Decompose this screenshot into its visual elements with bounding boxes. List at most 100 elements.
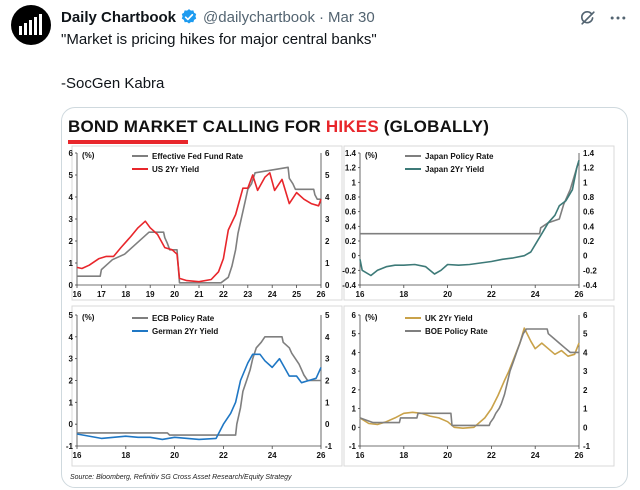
y-tick-label: 6 xyxy=(352,311,357,320)
y2-tick-label: 0.8 xyxy=(583,193,595,202)
y-tick-label: 2 xyxy=(69,377,74,386)
panel-frame-japan xyxy=(343,145,615,301)
y2-tick-label: 1.2 xyxy=(583,164,595,173)
y-tick-label: 0 xyxy=(352,423,357,432)
author-name[interactable]: Daily Chartbook xyxy=(61,8,177,26)
x-tick-label: 26 xyxy=(317,290,326,299)
y2-tick-label: 4 xyxy=(325,193,330,202)
x-tick-label: 24 xyxy=(531,290,540,299)
y-tick-label: -1 xyxy=(349,442,357,451)
unit-label: (%) xyxy=(365,313,378,322)
series-line-germany-2 xyxy=(76,353,322,441)
title-highlight: HIKES xyxy=(325,117,379,136)
x-tick-label: 18 xyxy=(121,451,130,460)
tweet-header: Daily Chartbook @dailychartbook · Mar 30 xyxy=(61,7,375,27)
unit-label: (%) xyxy=(82,151,95,160)
y-tick-label: 1 xyxy=(352,178,357,187)
series-line-germany-1 xyxy=(77,336,321,436)
x-tick-label: 19 xyxy=(146,290,155,299)
y-tick-label: 1.2 xyxy=(345,164,357,173)
y2-tick-label: 6 xyxy=(325,149,330,158)
chart-bars-logo-icon[interactable] xyxy=(11,5,51,45)
y-tick-label: 3 xyxy=(69,215,74,224)
y2-tick-label: 5 xyxy=(583,330,588,339)
legend-label: UK 2Yr Yield xyxy=(425,314,473,323)
y2-tick-label: 3 xyxy=(325,355,330,364)
series-line-us-1 xyxy=(77,166,321,284)
author-handle[interactable]: @dailychartbook xyxy=(203,8,315,26)
y2-tick-label: 1 xyxy=(583,405,588,414)
legend-label: Japan 2Yr Yield xyxy=(425,165,484,174)
x-tick-label: 20 xyxy=(443,290,452,299)
y-tick-label: 1 xyxy=(352,405,357,414)
x-tick-label: 26 xyxy=(317,451,326,460)
y2-tick-label: 1 xyxy=(583,178,588,187)
y2-tick-label: 2 xyxy=(583,386,588,395)
y2-tick-label: 5 xyxy=(325,311,330,320)
y2-tick-label: 2 xyxy=(325,377,330,386)
y-tick-label: 1 xyxy=(69,259,74,268)
title-underline xyxy=(68,140,188,144)
y2-tick-label: -0.2 xyxy=(583,266,597,275)
y2-tick-label: 0.4 xyxy=(583,222,595,231)
y2-tick-label: -1 xyxy=(583,442,591,451)
x-tick-label: 22 xyxy=(219,451,228,460)
y-tick-label: 0 xyxy=(69,281,74,290)
y-tick-label: 0.8 xyxy=(345,193,357,202)
y2-tick-label: 0 xyxy=(325,281,330,290)
y2-tick-label: 5 xyxy=(325,171,330,180)
y-tick-label: 5 xyxy=(352,330,357,339)
post-date[interactable]: Mar 30 xyxy=(327,8,375,26)
panel-frame-uk xyxy=(343,305,615,467)
y-tick-label: 1.4 xyxy=(345,149,357,158)
y-tick-label: -0.4 xyxy=(342,281,356,290)
y2-tick-label: 1 xyxy=(325,259,330,268)
legend-label: US 2Yr Yield xyxy=(152,165,199,174)
y-tick-label: 0.2 xyxy=(345,237,357,246)
x-tick-label: 24 xyxy=(268,290,277,299)
x-tick-label: 24 xyxy=(268,451,277,460)
panel-frame-germany xyxy=(71,305,343,467)
y-tick-label: 6 xyxy=(69,149,74,158)
y2-tick-label: 0.2 xyxy=(583,237,595,246)
y2-tick-label: 1 xyxy=(325,398,330,407)
y2-tick-label: 0.6 xyxy=(583,208,595,217)
panel-frame-us xyxy=(71,145,343,301)
x-tick-label: 22 xyxy=(219,290,228,299)
grok-icon[interactable] xyxy=(576,6,600,30)
y2-tick-label: 6 xyxy=(583,311,588,320)
legend-label: ECB Policy Rate xyxy=(152,314,215,323)
y2-tick-label: 1.4 xyxy=(583,149,595,158)
x-tick-label: 16 xyxy=(356,290,365,299)
y-tick-label: 0.4 xyxy=(345,222,357,231)
y-tick-label: 5 xyxy=(69,311,74,320)
y-tick-label: 0 xyxy=(69,420,74,429)
x-tick-label: 22 xyxy=(487,451,496,460)
y2-tick-label: 0 xyxy=(583,423,588,432)
y-tick-label: 4 xyxy=(69,193,74,202)
x-tick-label: 17 xyxy=(97,290,106,299)
y2-tick-label: 2 xyxy=(325,237,330,246)
y-tick-label: -0.2 xyxy=(342,266,356,275)
media-image[interactable]: BOND MARKET CALLING FOR HIKES (GLOBALLY)… xyxy=(61,107,628,488)
legend-label: Effective Fed Fund Rate xyxy=(152,152,244,161)
x-tick-label: 20 xyxy=(170,451,179,460)
unit-label: (%) xyxy=(82,313,95,322)
y-tick-label: 2 xyxy=(352,386,357,395)
title-part1: BOND MARKET CALLING FOR xyxy=(68,117,326,136)
y2-tick-label: 3 xyxy=(583,367,588,376)
x-tick-label: 18 xyxy=(399,451,408,460)
more-icon[interactable] xyxy=(606,6,630,30)
x-tick-label: 24 xyxy=(531,451,540,460)
tweet-text-attribution: -SocGen Kabra xyxy=(61,75,165,92)
y2-tick-label: 4 xyxy=(325,333,330,342)
x-tick-label: 25 xyxy=(292,290,301,299)
y-tick-label: 1 xyxy=(69,398,74,407)
y2-tick-label: -0.4 xyxy=(583,281,597,290)
x-tick-label: 20 xyxy=(443,451,452,460)
series-line-uk-1 xyxy=(359,327,580,429)
y-tick-label: 5 xyxy=(69,171,74,180)
legend-label: German 2Yr Yield xyxy=(152,327,218,336)
tweet-text-quote: "Market is pricing hikes for major centr… xyxy=(61,31,377,48)
y2-tick-label: 0 xyxy=(325,420,330,429)
